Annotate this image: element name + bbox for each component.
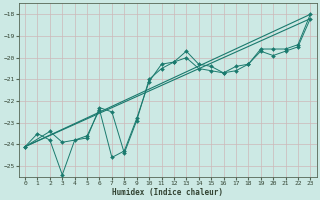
X-axis label: Humidex (Indice chaleur): Humidex (Indice chaleur): [112, 188, 223, 197]
